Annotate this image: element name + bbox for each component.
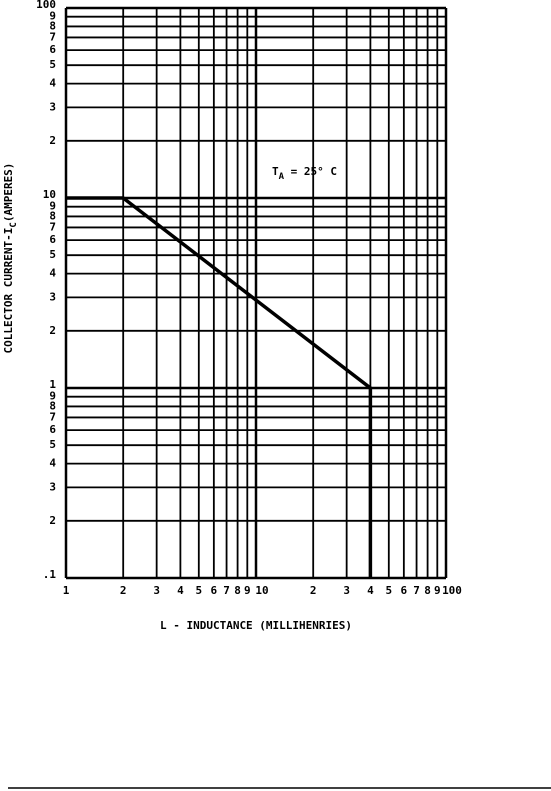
annotation-text: = 25° C bbox=[284, 165, 337, 178]
x-tick-label: 8 bbox=[234, 584, 241, 597]
y-tick-label: 9 bbox=[49, 10, 56, 23]
y-tick-label: .1 bbox=[43, 568, 57, 581]
annotation: TA = 25° C bbox=[272, 165, 337, 182]
data-line bbox=[66, 196, 373, 578]
y-tick-label: 8 bbox=[49, 19, 56, 32]
x-tick-label: 1 bbox=[63, 584, 70, 597]
y-axis-label-text: COLLECTOR CURRENT-I bbox=[2, 228, 15, 354]
x-tick-label: 3 bbox=[343, 584, 350, 597]
y-tick-label: 2 bbox=[49, 134, 56, 147]
y-tick-label: 4 bbox=[49, 457, 56, 470]
annotation-text: T bbox=[272, 165, 279, 178]
x-tick-label: 9 bbox=[434, 584, 441, 597]
y-tick-label: 8 bbox=[49, 399, 56, 412]
x-tick-label: 3 bbox=[153, 584, 160, 597]
y-tick-label: 5 bbox=[49, 438, 56, 451]
y-tick-label: 3 bbox=[49, 290, 56, 303]
x-tick-label: 100 bbox=[442, 584, 462, 597]
y-tick-label: 5 bbox=[49, 248, 56, 261]
x-tick-label: 5 bbox=[195, 584, 202, 597]
x-axis-label: L - INDUCTANCE (MILLIHENRIES) bbox=[160, 619, 352, 632]
x-tick-label: 7 bbox=[223, 584, 230, 597]
y-tick-label: 2 bbox=[49, 324, 56, 337]
annotation-subscript: A bbox=[279, 172, 285, 182]
y-tick-label: 6 bbox=[49, 233, 56, 246]
y-tick-label: 3 bbox=[49, 480, 56, 493]
y-tick-label: 6 bbox=[49, 423, 56, 436]
y-axis-label-subscript: C bbox=[9, 222, 19, 227]
y-tick-label: 1 bbox=[49, 378, 56, 391]
x-tick-label: 4 bbox=[367, 584, 374, 597]
y-tick-label: 9 bbox=[49, 200, 56, 213]
y-tick-label: 4 bbox=[49, 267, 56, 280]
y-axis-label: COLLECTOR CURRENT-IC(AMPERES) bbox=[2, 163, 19, 354]
x-tick-label: 8 bbox=[424, 584, 431, 597]
x-tick-label: 10 bbox=[255, 584, 268, 597]
y-tick-label: 4 bbox=[49, 77, 56, 90]
y-tick-label: 7 bbox=[49, 30, 56, 43]
y-tick-label: 6 bbox=[49, 43, 56, 56]
x-tick-label: 6 bbox=[401, 584, 408, 597]
y-tick-label: 7 bbox=[49, 220, 56, 233]
y-tick-label: 5 bbox=[49, 58, 56, 71]
y-tick-label: 3 bbox=[49, 100, 56, 113]
y-axis-label-text: (AMPERES) bbox=[2, 163, 15, 223]
x-tick-label: 7 bbox=[413, 584, 420, 597]
x-tick-label: 9 bbox=[244, 584, 251, 597]
y-tick-label: 8 bbox=[49, 209, 56, 222]
x-tick-label: 2 bbox=[120, 584, 127, 597]
y-tick-label: 2 bbox=[49, 514, 56, 527]
y-tick-label: 10 bbox=[43, 188, 56, 201]
y-tick-label: 9 bbox=[49, 390, 56, 403]
x-tick-label: 4 bbox=[177, 584, 184, 597]
y-tick-label: 100 bbox=[36, 0, 56, 11]
y-tick-label: 7 bbox=[49, 410, 56, 423]
x-tick-label: 6 bbox=[211, 584, 218, 597]
x-tick-label: 2 bbox=[310, 584, 317, 597]
x-tick-label: 5 bbox=[385, 584, 392, 597]
